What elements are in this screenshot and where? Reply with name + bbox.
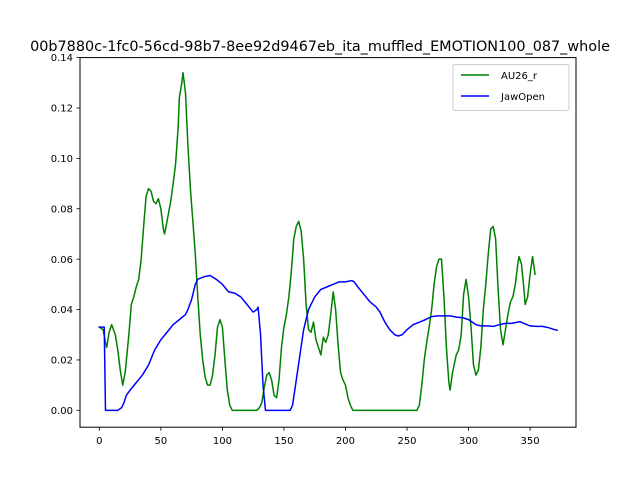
legend: AU26_r JawOpen (452, 64, 570, 111)
y-tick-label: 0.10 (51, 154, 73, 165)
legend-label: AU26_r (501, 71, 538, 82)
y-tick-label: 0.14 (51, 53, 73, 64)
x-axis: 0 50 100 150 200 250 300 350 (96, 427, 540, 447)
x-tick-label: 100 (213, 436, 232, 447)
chart-title: 00b7880c-1fc0-56cd-98b7-8ee92d9467eb_ita… (30, 39, 610, 55)
y-tick-label: 0.12 (51, 104, 73, 115)
x-tick-label: 200 (336, 436, 355, 447)
y-tick-label: 0.04 (51, 305, 73, 316)
legend-box (452, 64, 570, 111)
y-tick-label: 0.08 (51, 204, 73, 215)
x-tick-label: 350 (521, 436, 540, 447)
y-tick-label: 0.02 (51, 356, 73, 367)
series-line-jawopen (98, 274, 559, 412)
y-tick-label: 0.00 (51, 406, 73, 417)
x-tick-label: 250 (397, 436, 416, 447)
y-axis: 0.00 0.02 0.04 0.06 0.08 0.10 0.12 0.14 (51, 53, 80, 417)
series-line-au26-r (98, 71, 536, 412)
x-tick-label: 0 (96, 436, 102, 447)
plot-area (98, 71, 559, 412)
x-tick-label: 300 (459, 436, 478, 447)
y-tick-label: 0.06 (51, 255, 73, 266)
x-tick-label: 150 (274, 436, 293, 447)
x-tick-label: 50 (154, 436, 167, 447)
legend-label: JawOpen (500, 92, 545, 103)
plot-frame (79, 57, 577, 428)
